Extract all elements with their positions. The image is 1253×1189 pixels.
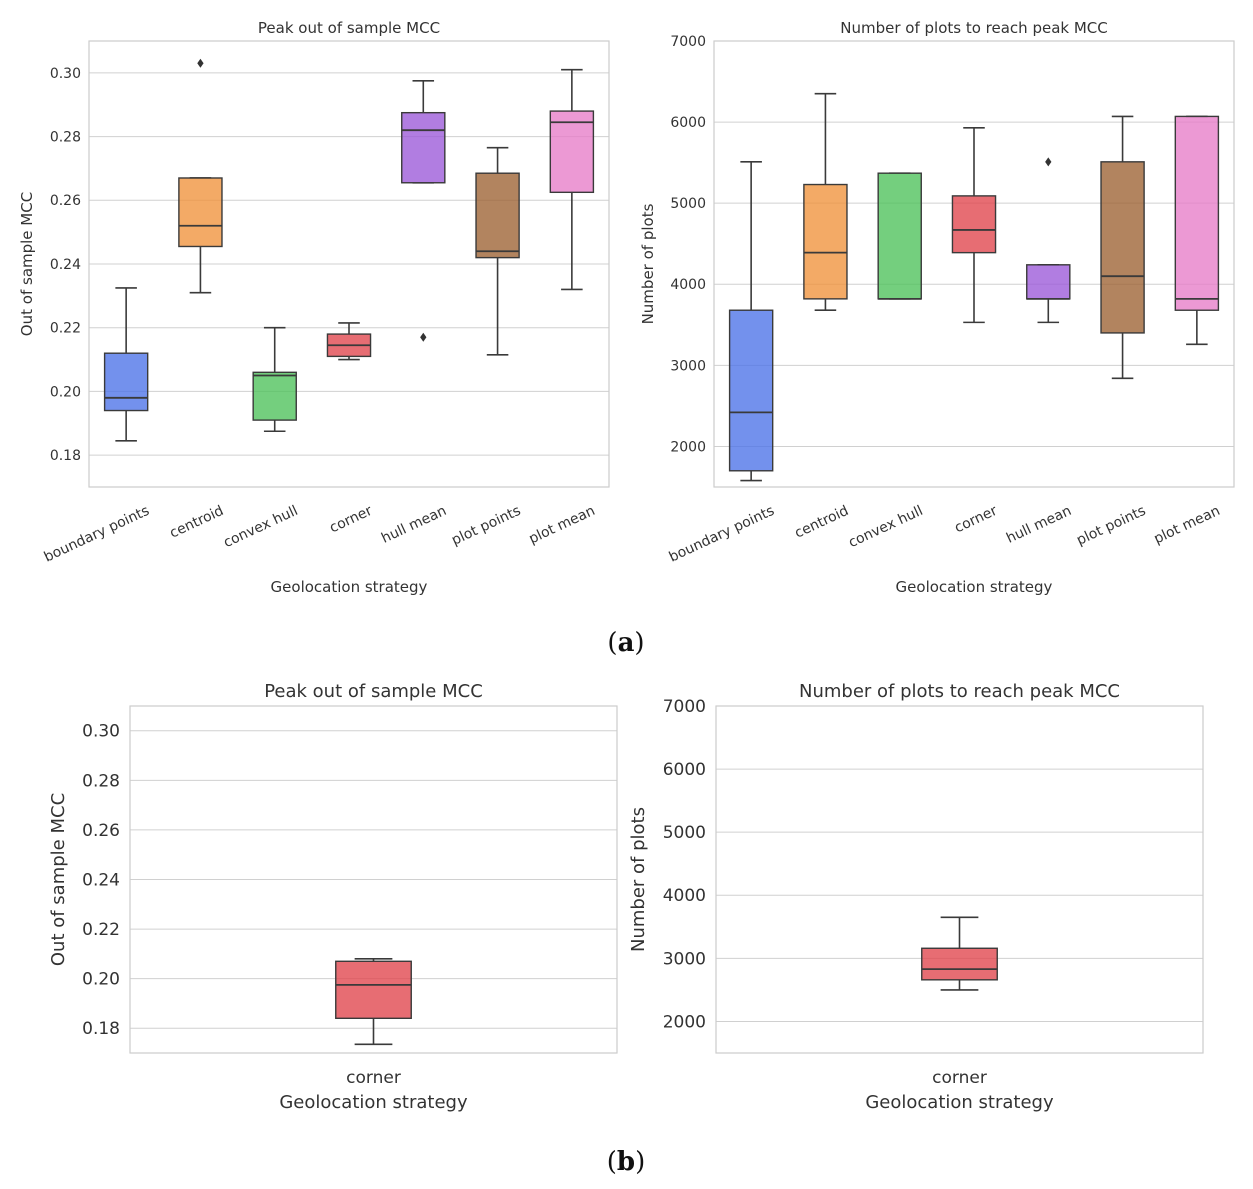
x-tick-label: corner — [327, 503, 375, 537]
x-axis-label: Geolocation strategy — [279, 1092, 468, 1113]
y-tick-label: 2000 — [663, 1012, 706, 1032]
iqr-box — [476, 173, 519, 257]
figure: 0.18 0.20 0.22 0.24 0.26 0.28 0.30 boundary poi… — [0, 0, 1253, 1189]
y-axis-label: Number of plots — [628, 807, 649, 952]
box-hull-mean — [1027, 157, 1070, 322]
y-tick-label: 0.18 — [50, 448, 81, 464]
y-tick-label: 0.30 — [50, 66, 81, 82]
box-plot-mean — [1175, 116, 1218, 344]
y-tick-label: 0.26 — [82, 821, 120, 841]
x-tick-label: boundary points — [42, 503, 152, 566]
y-tick-label: 2000 — [670, 439, 706, 455]
x-tick-label: plot mean — [1152, 503, 1223, 548]
y-tick-label: 0.24 — [82, 870, 120, 890]
box-corner — [327, 323, 370, 360]
y-tick-label: 0.30 — [82, 722, 120, 742]
iqr-box — [336, 961, 411, 1018]
panel-label-b: (b) — [607, 1147, 646, 1177]
x-tick-label: plot points — [1074, 503, 1148, 549]
box-plot-points — [1101, 116, 1144, 378]
x-tick-label: corner — [932, 1068, 987, 1088]
box-convex-hull — [253, 328, 296, 432]
x-axis-label: Geolocation strategy — [865, 1092, 1054, 1113]
iqr-box — [804, 185, 847, 299]
box-convex-hull — [878, 173, 921, 299]
outlier-marker — [197, 59, 203, 68]
y-tick-label: 4000 — [670, 277, 706, 293]
chart-plots-all-strategies: 2000 3000 4000 5000 6000 7000 boundary points c… — [639, 19, 1234, 596]
chart-mcc-corner: 0.18 0.20 0.22 0.24 0.26 0.28 0.30 corner Peak o… — [48, 681, 617, 1113]
panel-label-a: (a) — [607, 628, 644, 658]
y-axis-label: Number of plots — [639, 203, 657, 324]
x-tick-label: centroid — [792, 503, 851, 542]
iqr-box — [179, 178, 222, 246]
x-tick-label: centroid — [167, 503, 226, 542]
y-tick-label: 0.20 — [50, 384, 81, 400]
chart-title: Number of plots to reach peak MCC — [799, 681, 1120, 702]
y-tick-label: 7000 — [663, 697, 706, 717]
iqr-box — [1175, 116, 1218, 310]
y-tick-label: 0.20 — [82, 970, 120, 990]
x-tick-label: convex hull — [221, 503, 300, 551]
x-tick-label: plot points — [449, 503, 523, 549]
box-corner — [952, 128, 995, 323]
chart-title: Peak out of sample MCC — [264, 681, 483, 702]
y-tick-label: 0.22 — [82, 920, 120, 940]
y-tick-label: 0.24 — [50, 257, 81, 273]
y-tick-label: 0.26 — [50, 193, 81, 209]
y-axis-label: Out of sample MCC — [48, 793, 69, 966]
x-tick-label: hull mean — [379, 503, 449, 547]
y-tick-label: 3000 — [670, 358, 706, 374]
box-plot-points — [476, 148, 519, 355]
x-tick-label: plot mean — [527, 503, 598, 548]
chart-title: Peak out of sample MCC — [258, 19, 440, 37]
y-tick-label: 0.28 — [82, 771, 120, 791]
iqr-box — [1027, 265, 1070, 299]
y-tick-label: 6000 — [670, 115, 706, 131]
y-tick-label: 5000 — [670, 196, 706, 212]
iqr-box — [730, 310, 773, 471]
box-centroid — [804, 94, 847, 311]
x-axis-label: Geolocation strategy — [271, 578, 428, 596]
iqr-box — [952, 196, 995, 253]
iqr-box — [253, 372, 296, 420]
chart-mcc-all-strategies: 0.18 0.20 0.22 0.24 0.26 0.28 0.30 boundary poi… — [18, 19, 609, 596]
iqr-box — [878, 173, 921, 299]
outlier-marker — [420, 333, 426, 342]
y-tick-label: 4000 — [663, 886, 706, 906]
chart-plots-corner: 2000 3000 4000 5000 6000 7000 corner Number of … — [628, 681, 1203, 1113]
x-tick-label: corner — [952, 503, 1000, 537]
y-tick-label: 7000 — [670, 34, 706, 50]
y-tick-label: 0.18 — [82, 1019, 120, 1039]
x-tick-label: convex hull — [846, 503, 925, 551]
iqr-box — [402, 113, 445, 183]
outlier-marker — [1045, 157, 1051, 166]
box-corner — [922, 917, 997, 990]
y-axis-label: Out of sample MCC — [18, 192, 36, 336]
y-tick-label: 5000 — [663, 823, 706, 843]
x-tick-label: boundary points — [667, 503, 777, 566]
y-tick-label: 6000 — [663, 760, 706, 780]
x-axis-label: Geolocation strategy — [896, 578, 1053, 596]
box-boundary-points — [730, 162, 773, 481]
x-tick-label: corner — [346, 1068, 401, 1088]
iqr-box — [922, 948, 997, 980]
box-plot-mean — [550, 70, 593, 290]
y-tick-label: 3000 — [663, 949, 706, 969]
box-boundary-points — [105, 288, 148, 441]
y-tick-label: 0.22 — [50, 321, 81, 337]
x-tick-label: hull mean — [1004, 503, 1074, 547]
box-corner — [336, 959, 411, 1045]
box-centroid — [179, 59, 222, 293]
iqr-box — [1101, 162, 1144, 333]
y-tick-label: 0.28 — [50, 129, 81, 145]
chart-title: Number of plots to reach peak MCC — [840, 19, 1107, 37]
iqr-box — [105, 353, 148, 410]
box-hull-mean — [402, 81, 445, 342]
plot-frame — [716, 706, 1203, 1053]
iqr-box — [550, 111, 593, 192]
